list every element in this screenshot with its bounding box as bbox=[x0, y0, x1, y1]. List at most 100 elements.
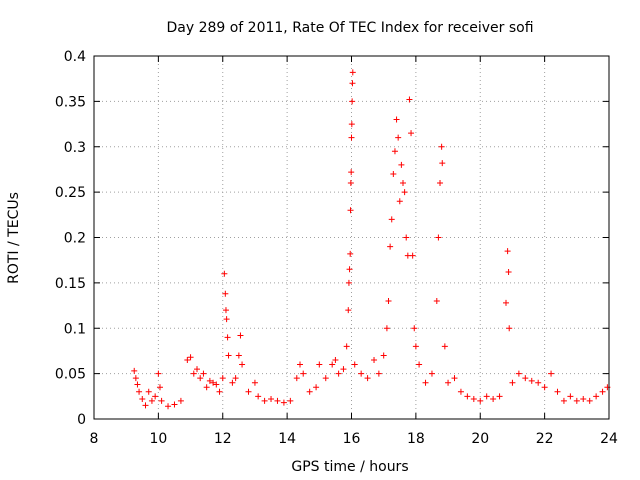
data-point bbox=[406, 96, 413, 103]
data-point bbox=[274, 397, 281, 404]
data-point bbox=[403, 234, 410, 241]
data-point bbox=[261, 397, 268, 404]
data-point bbox=[541, 384, 548, 391]
data-point bbox=[313, 384, 320, 391]
data-point bbox=[219, 375, 226, 382]
data-point bbox=[177, 397, 184, 404]
data-point bbox=[142, 402, 149, 409]
data-point bbox=[132, 375, 139, 382]
data-point bbox=[203, 384, 210, 391]
plot-frame bbox=[93, 55, 610, 420]
data-point bbox=[237, 332, 244, 339]
data-point bbox=[340, 366, 347, 373]
data-point bbox=[383, 325, 390, 332]
x-tick-label: 16 bbox=[343, 431, 361, 447]
data-point bbox=[567, 393, 574, 400]
data-point bbox=[222, 290, 229, 297]
data-point bbox=[593, 393, 600, 400]
data-point bbox=[433, 298, 440, 305]
data-point bbox=[306, 388, 313, 395]
data-point bbox=[287, 397, 294, 404]
x-tick-label: 24 bbox=[600, 431, 618, 447]
data-point bbox=[351, 361, 358, 368]
data-point bbox=[358, 370, 365, 377]
data-point bbox=[210, 379, 217, 386]
data-point bbox=[515, 370, 522, 377]
x-axis-label: GPS time / hours bbox=[291, 459, 408, 475]
data-point bbox=[522, 375, 529, 382]
data-point bbox=[416, 361, 423, 368]
data-point bbox=[335, 370, 342, 377]
data-point bbox=[496, 393, 503, 400]
data-point bbox=[329, 361, 336, 368]
data-point bbox=[457, 388, 464, 395]
data-point bbox=[232, 375, 239, 382]
data-point bbox=[390, 170, 397, 177]
data-point bbox=[391, 148, 398, 155]
data-point bbox=[441, 343, 448, 350]
data-point bbox=[222, 307, 229, 314]
data-point bbox=[409, 252, 416, 259]
y-tick-label: 0.1 bbox=[64, 321, 86, 337]
data-point bbox=[343, 343, 350, 350]
data-point bbox=[229, 379, 236, 386]
data-point bbox=[349, 69, 356, 76]
data-point bbox=[213, 381, 220, 388]
y-tick-label: 0 bbox=[77, 412, 86, 428]
data-point bbox=[255, 393, 262, 400]
data-point bbox=[347, 250, 354, 257]
data-point bbox=[148, 397, 155, 404]
data-point bbox=[200, 370, 207, 377]
y-tick-label: 0.2 bbox=[64, 231, 86, 247]
data-point bbox=[152, 393, 159, 400]
data-point bbox=[411, 325, 418, 332]
data-point bbox=[483, 393, 490, 400]
data-point bbox=[580, 396, 587, 403]
data-point bbox=[599, 388, 606, 395]
data-point bbox=[505, 268, 512, 275]
data-point bbox=[428, 370, 435, 377]
data-point bbox=[573, 397, 580, 404]
data-point bbox=[445, 379, 452, 386]
y-tick-label: 0.25 bbox=[55, 185, 86, 201]
tick-layer: 8 10 12 14 16 18 20 22 24 0 0.05 0.1 0.15 0.2 0.25 0.3 0… bbox=[55, 49, 618, 447]
data-point bbox=[435, 234, 442, 241]
data-point bbox=[158, 397, 165, 404]
x-tick-label: 8 bbox=[90, 431, 99, 447]
data-point bbox=[451, 375, 458, 382]
data-point bbox=[268, 396, 275, 403]
x-tick-label: 22 bbox=[536, 431, 554, 447]
data-point bbox=[464, 393, 471, 400]
y-tick-label: 0.35 bbox=[55, 94, 86, 110]
data-point bbox=[134, 381, 141, 388]
data-point bbox=[408, 130, 415, 137]
data-point bbox=[506, 325, 513, 332]
y-tick-label: 0.15 bbox=[55, 276, 86, 292]
data-point bbox=[554, 388, 561, 395]
grid-layer bbox=[94, 56, 609, 419]
data-point bbox=[345, 279, 352, 286]
data-point bbox=[503, 299, 509, 306]
data-point bbox=[535, 379, 542, 386]
data-point bbox=[216, 388, 223, 395]
data-point bbox=[155, 370, 162, 377]
x-tick-label: 14 bbox=[278, 431, 296, 447]
data-point bbox=[316, 361, 323, 368]
x-tick-label: 12 bbox=[214, 431, 232, 447]
data-point bbox=[300, 370, 307, 377]
data-point bbox=[393, 116, 400, 123]
data-point bbox=[400, 180, 406, 187]
data-point bbox=[347, 180, 354, 187]
data-point bbox=[348, 121, 355, 128]
data-point bbox=[490, 396, 497, 403]
point-layer bbox=[131, 69, 611, 410]
y-tick-label: 0.05 bbox=[55, 367, 86, 383]
data-point bbox=[139, 396, 146, 403]
data-point bbox=[477, 397, 484, 404]
data-point bbox=[206, 377, 213, 384]
data-point bbox=[438, 143, 445, 150]
data-point bbox=[401, 189, 408, 196]
data-point bbox=[332, 357, 339, 364]
data-point bbox=[145, 388, 152, 395]
x-tick-label: 18 bbox=[407, 431, 425, 447]
